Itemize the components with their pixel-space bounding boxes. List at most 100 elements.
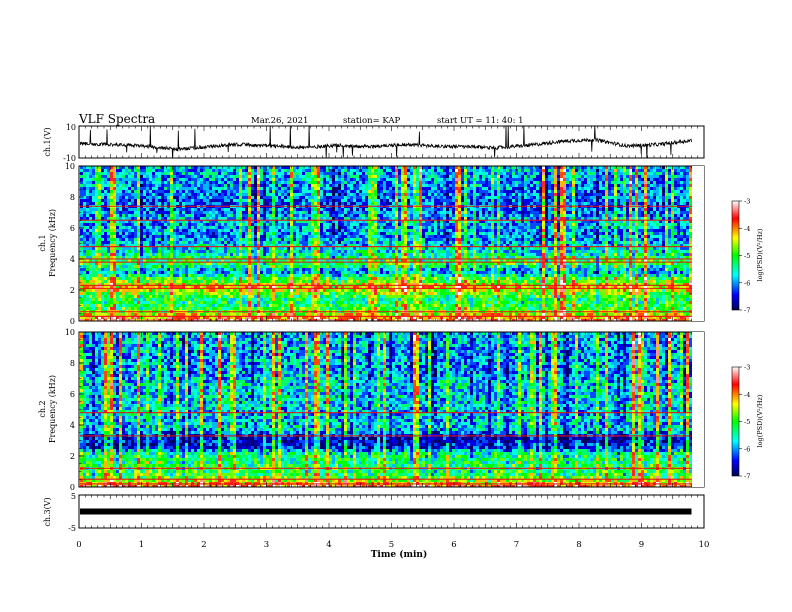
spectrogram-cell xyxy=(104,422,662,425)
spectrogram-cell xyxy=(146,247,650,250)
ch1-spec-ylabel-channel: ch.1 xyxy=(38,234,47,251)
spectrogram-cell xyxy=(110,235,632,238)
spectrogram-cell xyxy=(338,241,341,244)
spectrogram-cell xyxy=(419,256,422,259)
spectrogram-cell xyxy=(617,452,620,455)
spectrogram-cell xyxy=(257,226,260,229)
spectrogram-cell xyxy=(644,196,647,199)
spectrogram-cell xyxy=(101,187,683,190)
spectrogram-cell xyxy=(104,199,665,202)
ch3-trace-panel: 5 -5 ch.3(V) xyxy=(43,492,705,533)
spectrogram-cell xyxy=(86,184,653,187)
spectrogram-cell xyxy=(104,395,683,398)
spectrogram-cell xyxy=(83,298,671,301)
x-tick-label: 10 xyxy=(699,540,710,550)
x-axis-label: Time (min) xyxy=(371,549,428,560)
spectrogram-cell xyxy=(113,455,686,458)
spectrogram-cell xyxy=(107,202,686,205)
spectrogram-cell xyxy=(113,476,692,479)
spectrogram-cell xyxy=(131,190,644,193)
spectrogram-cell xyxy=(86,172,683,175)
spectrogram-cell xyxy=(656,416,659,419)
spectrogram-cell xyxy=(104,353,275,356)
spectrogram-cell xyxy=(89,253,677,256)
y-tick-label: 2 xyxy=(70,452,75,461)
spectrogram-cell xyxy=(95,253,674,256)
spectrogram-cell xyxy=(638,332,641,335)
spectrogram-cell xyxy=(140,419,668,422)
spectrogram-cell xyxy=(83,304,659,307)
spectrogram-cell xyxy=(89,298,680,301)
spectrogram-cell xyxy=(317,353,431,356)
spectrogram-cell xyxy=(80,446,692,449)
spectrogram-cell xyxy=(539,268,542,271)
spectrogram-cell xyxy=(95,362,683,365)
spectrogram-cell xyxy=(95,289,647,292)
spectrogram-cell xyxy=(83,292,650,295)
spectrogram-cell xyxy=(128,404,692,407)
spectrogram-cell xyxy=(83,187,686,190)
spectrogram-cell xyxy=(89,338,650,341)
spectrogram-cell xyxy=(83,419,692,422)
spectrogram-cell xyxy=(563,407,566,410)
spectrogram-cell xyxy=(95,280,656,283)
spectrogram-cell xyxy=(80,401,689,404)
spectrogram-cell xyxy=(188,386,668,389)
spectrogram-cell xyxy=(86,380,692,383)
x-tick-label: 7 xyxy=(514,540,519,550)
spectrogram-cell xyxy=(668,377,689,380)
spectrogram-cell xyxy=(98,425,674,428)
spectrogram-cell xyxy=(170,172,314,175)
spectrogram-cell xyxy=(137,440,689,443)
start-time-label: start UT = 11: 40: 1 xyxy=(437,116,524,126)
spectrogram-cell xyxy=(80,271,689,274)
spectrogram-cell xyxy=(92,392,686,395)
spectrogram-cell xyxy=(104,368,533,371)
spectrogram-cell xyxy=(113,458,626,461)
spectrogram-cell xyxy=(110,199,692,202)
spectrogram-cell xyxy=(110,193,668,196)
spectrogram-cell xyxy=(86,280,689,283)
spectrogram-cell xyxy=(80,238,665,241)
spectrogram-cell xyxy=(281,407,686,410)
spectrogram-cell xyxy=(113,398,668,401)
x-tick-label: 2 xyxy=(201,540,206,550)
colorbar-tick-label: -3 xyxy=(744,364,750,372)
spectrogram-cell xyxy=(656,350,659,353)
ch3-trace-ylabel: ch.3(V) xyxy=(43,497,52,526)
spectrogram-cell xyxy=(116,464,686,467)
spectrogram-cell xyxy=(113,169,116,172)
spectrogram-cell xyxy=(98,226,632,229)
spectrogram-cell xyxy=(116,274,689,277)
spectrogram-cell xyxy=(86,395,680,398)
date-label: Mar.26, 2021 xyxy=(251,116,308,126)
y-tick-label: 10 xyxy=(65,328,75,337)
spectrogram-cell xyxy=(92,446,686,449)
spectrogram-cell xyxy=(89,377,686,380)
spectrogram-cell xyxy=(113,301,686,304)
spectrogram-cell xyxy=(89,292,683,295)
spectrogram-cell xyxy=(563,187,566,190)
spectrogram-cell xyxy=(101,256,683,259)
spectrogram-cell xyxy=(89,259,683,262)
spectrogram-cell xyxy=(98,386,680,389)
spectrogram-cell xyxy=(89,316,689,319)
spectrogram-cell xyxy=(98,232,692,235)
spectrogram-cell xyxy=(137,271,692,274)
spectrogram-cell xyxy=(80,295,665,298)
spectrogram-cell xyxy=(110,268,668,271)
spectrogram-cell xyxy=(83,353,692,356)
spectrogram-cell xyxy=(92,229,689,232)
spectrogram-cell xyxy=(122,434,647,437)
spectrogram-cell xyxy=(272,286,647,289)
ch1-waveform-line xyxy=(80,126,692,158)
colorbar-tick-label: -3 xyxy=(744,198,750,206)
ch1-spec-ylabel-freq: Frequency (kHz) xyxy=(48,209,57,277)
spectrogram-cell xyxy=(86,368,674,371)
spectrogram-cell xyxy=(80,301,689,304)
spectrogram-cell xyxy=(368,374,686,377)
spectrogram-cell xyxy=(92,398,662,401)
spectrogram-cell xyxy=(86,353,683,356)
spectrogram-cell xyxy=(80,229,686,232)
spectrogram-cell xyxy=(83,422,692,425)
